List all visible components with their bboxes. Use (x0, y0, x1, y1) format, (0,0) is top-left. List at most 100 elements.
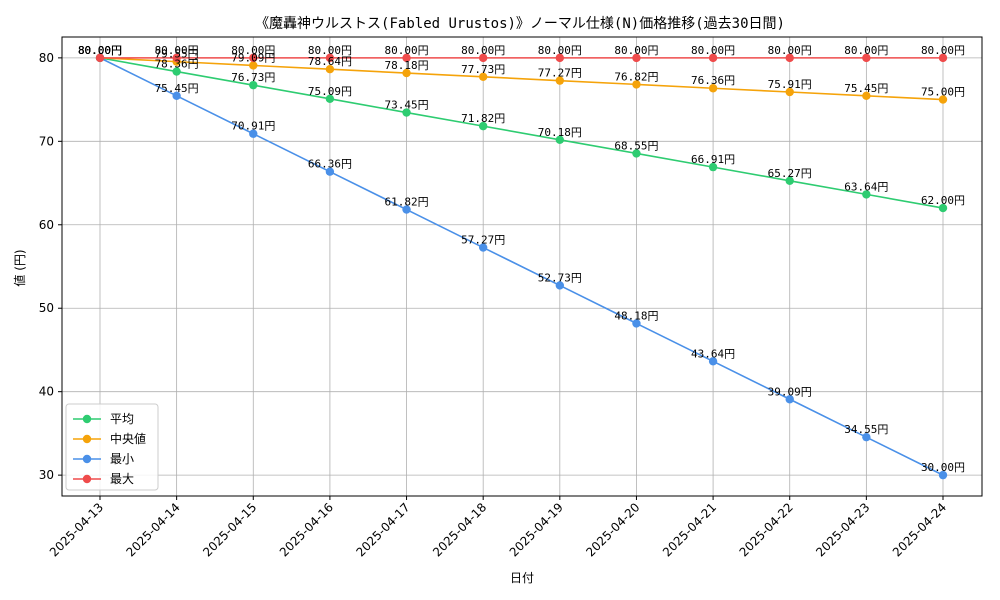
data-label: 78.18円 (384, 59, 428, 72)
data-point (862, 432, 871, 442)
x-tick-label: 2025-04-20 (583, 500, 642, 559)
data-point (478, 53, 488, 63)
data-label: 79.09円 (231, 51, 275, 64)
data-point (478, 243, 488, 252)
data-point (708, 53, 718, 63)
data-point (938, 470, 948, 480)
data-label: 30.00円 (921, 461, 965, 474)
data-point (708, 84, 718, 93)
series-line (99, 57, 944, 209)
data-label: 80.00円 (461, 44, 505, 57)
y-axis-label: 値 (円) (12, 249, 27, 286)
data-label: 80.00円 (308, 44, 352, 57)
data-label: 80.00円 (844, 44, 888, 57)
data-label: 34.55円 (844, 423, 888, 436)
data-label: 57.27円 (461, 234, 505, 247)
data-label: 80.00円 (78, 44, 122, 57)
x-tick-label: 2025-04-14 (124, 500, 183, 559)
data-label: 70.18円 (538, 126, 582, 139)
data-label: 75.45円 (155, 82, 199, 95)
data-point (325, 53, 335, 63)
data-point (402, 68, 411, 78)
x-tick-label: 2025-04-13 (47, 500, 106, 559)
data-label: 79.55円 (155, 48, 199, 61)
data-label: 48.18円 (614, 309, 658, 322)
data-label: 76.82円 (614, 70, 658, 83)
x-tick-label: 2025-04-18 (430, 500, 489, 559)
data-label: 43.64円 (691, 347, 735, 360)
x-tick-label: 2025-04-24 (890, 500, 949, 559)
x-tick-label: 2025-04-15 (200, 500, 259, 559)
data-point (172, 53, 181, 63)
data-label: 70.91円 (231, 120, 275, 133)
data-label: 80.00円 (384, 44, 428, 57)
data-label: 80.00円 (78, 44, 122, 57)
legend-label: 最小 (110, 452, 134, 466)
data-point (555, 135, 565, 145)
data-point (785, 53, 794, 63)
data-point (249, 61, 258, 70)
y-axis-ticks: 30 40 50 60 70 80 (39, 51, 62, 482)
x-tick-label: 2025-04-19 (507, 500, 566, 559)
data-point (555, 53, 565, 63)
data-point (862, 91, 871, 101)
series-line (99, 57, 944, 476)
data-label: 52.73円 (538, 271, 582, 284)
data-point (785, 87, 794, 97)
data-label: 77.27円 (538, 67, 582, 80)
y-tick-label: 50 (39, 301, 54, 315)
data-label: 75.09円 (308, 85, 352, 98)
data-point (708, 357, 718, 366)
data-point (938, 95, 948, 104)
data-point (402, 205, 411, 214)
data-label: 75.45円 (844, 82, 888, 95)
data-label: 80.00円 (691, 44, 735, 57)
data-label: 78.36円 (155, 58, 199, 71)
legend-label: 平均 (110, 412, 134, 426)
data-label: 80.00円 (921, 44, 965, 57)
legend-box (65, 403, 159, 491)
data-label: 80.00円 (768, 44, 812, 57)
data-label: 75.91円 (768, 78, 812, 91)
chart-title: 《魔轟神ウルストス(Fabled Urustos)》ノーマル仕様(N)価格推移(… (255, 15, 785, 32)
data-label: 75.00円 (921, 86, 965, 99)
x-tick-label: 2025-04-21 (660, 500, 719, 559)
data-point (325, 167, 335, 176)
legend-label: 中央値 (110, 431, 146, 446)
x-tick-label: 2025-04-17 (353, 500, 412, 559)
y-tick-label: 80 (39, 51, 54, 65)
data-label: 39.09円 (768, 385, 812, 398)
data-point (555, 76, 565, 85)
data-label: 63.64円 (844, 180, 888, 193)
y-tick-label: 60 (39, 218, 54, 232)
data-point (249, 80, 258, 90)
data-point (478, 72, 488, 82)
data-label: 80.00円 (78, 44, 122, 57)
data-point (632, 319, 641, 328)
data-point (785, 176, 794, 185)
legend-marker (82, 454, 92, 464)
plot-frame (61, 36, 983, 497)
data-point (785, 395, 794, 404)
data-label: 80.00円 (614, 44, 658, 57)
x-axis-label: 日付 (510, 571, 534, 585)
data-point (402, 108, 411, 117)
data-point (938, 53, 948, 63)
data-point (862, 53, 871, 63)
data-point (555, 281, 565, 290)
data-labels: 80.00円78.36円76.73円75.09円73.45円71.82円70.1… (78, 44, 965, 474)
data-point (632, 149, 641, 158)
data-point (172, 67, 181, 76)
data-label: 80.00円 (78, 44, 122, 57)
data-label: 61.82円 (384, 196, 428, 209)
series-line (99, 57, 944, 101)
x-axis-ticks: 2025-04-13 2025-04-14 2025-04-15 2025-04-16… (47, 496, 949, 559)
data-label: 76.73円 (231, 71, 275, 84)
data-point (249, 129, 258, 138)
data-point (938, 203, 948, 213)
data-point (862, 190, 871, 199)
data-point (172, 91, 181, 101)
